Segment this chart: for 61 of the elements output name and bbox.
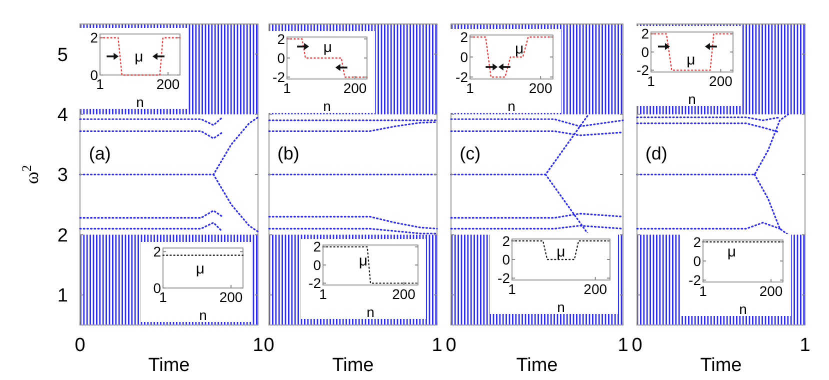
y-tick-label: 0	[641, 44, 650, 60]
annotation: μ	[323, 38, 332, 56]
annotation: (a)	[88, 144, 111, 164]
x-axis-title: Time	[700, 355, 742, 376]
y-tick-label: 2	[57, 225, 68, 246]
x-tick-label: 200	[528, 80, 552, 96]
x-tick-label: 200	[392, 286, 416, 302]
x-tick-label: 1	[800, 335, 810, 356]
x-tick-label: 0	[74, 335, 86, 356]
x-tick-label: 200	[156, 76, 180, 92]
y-tick-label: 2	[90, 30, 98, 46]
x-axis-title: n	[323, 98, 331, 114]
y-tick-label: -2	[636, 62, 650, 78]
x-axis-title: n	[199, 307, 207, 323]
annotation: μ	[686, 52, 696, 69]
annotation: μ	[196, 260, 205, 278]
annotation: μ	[134, 48, 144, 66]
y-tick-label: 2	[460, 28, 468, 45]
y-tick-label: 2	[502, 232, 510, 249]
y-tick-label: -2	[688, 272, 702, 288]
x-axis-title: Time	[148, 355, 190, 376]
annotation: μ	[358, 252, 368, 270]
annotation: (d)	[645, 144, 668, 164]
x-axis-title: n	[688, 91, 696, 107]
y-tick-label: -2	[308, 275, 322, 292]
annotation: μ	[727, 244, 736, 261]
x-tick-label: 200	[584, 281, 608, 297]
y-tick-label: 2	[153, 244, 162, 260]
y-tick-label: 2	[277, 30, 286, 47]
y-tick-label: 0	[460, 48, 468, 65]
x-tick-label: 200	[343, 80, 367, 96]
y-tick-label: 2	[313, 238, 322, 255]
y-tick-label: 0	[693, 252, 702, 269]
x-axis-title: n	[557, 299, 565, 315]
y-tick-label: -2	[272, 68, 286, 85]
x-tick-label: 200	[759, 283, 783, 299]
annotation: (c)	[460, 144, 481, 164]
annotation: μ	[556, 243, 566, 260]
y-tick-label: 4	[57, 104, 68, 126]
annotation: (b)	[277, 144, 300, 164]
y-tick-label: 2	[693, 234, 702, 250]
y-tick-label: 5	[57, 44, 68, 66]
y-tick-label: 2	[641, 26, 650, 42]
x-tick-label: 1	[432, 335, 442, 356]
y-tick-label: 0	[502, 251, 510, 268]
x-axis-title: Time	[516, 355, 558, 376]
y-tick-label: -2	[498, 270, 510, 286]
x-axis-title: Time	[332, 355, 374, 376]
x-axis-title: n	[366, 304, 374, 320]
annotation: μ	[514, 40, 524, 58]
y-tick-label: -2	[456, 68, 468, 85]
x-axis-title: n	[508, 98, 516, 114]
y-tick-label: 0	[313, 256, 322, 273]
x-axis-title: n	[136, 94, 144, 110]
x-tick-label: 1	[618, 335, 628, 356]
x-tick-label: 1	[252, 335, 264, 356]
y-tick-label: 3	[57, 165, 68, 186]
x-axis-title: n	[739, 301, 747, 317]
x-tick-label: 200	[219, 289, 243, 305]
y-tick-label: 0	[277, 50, 286, 66]
x-tick-label: 200	[709, 73, 733, 89]
